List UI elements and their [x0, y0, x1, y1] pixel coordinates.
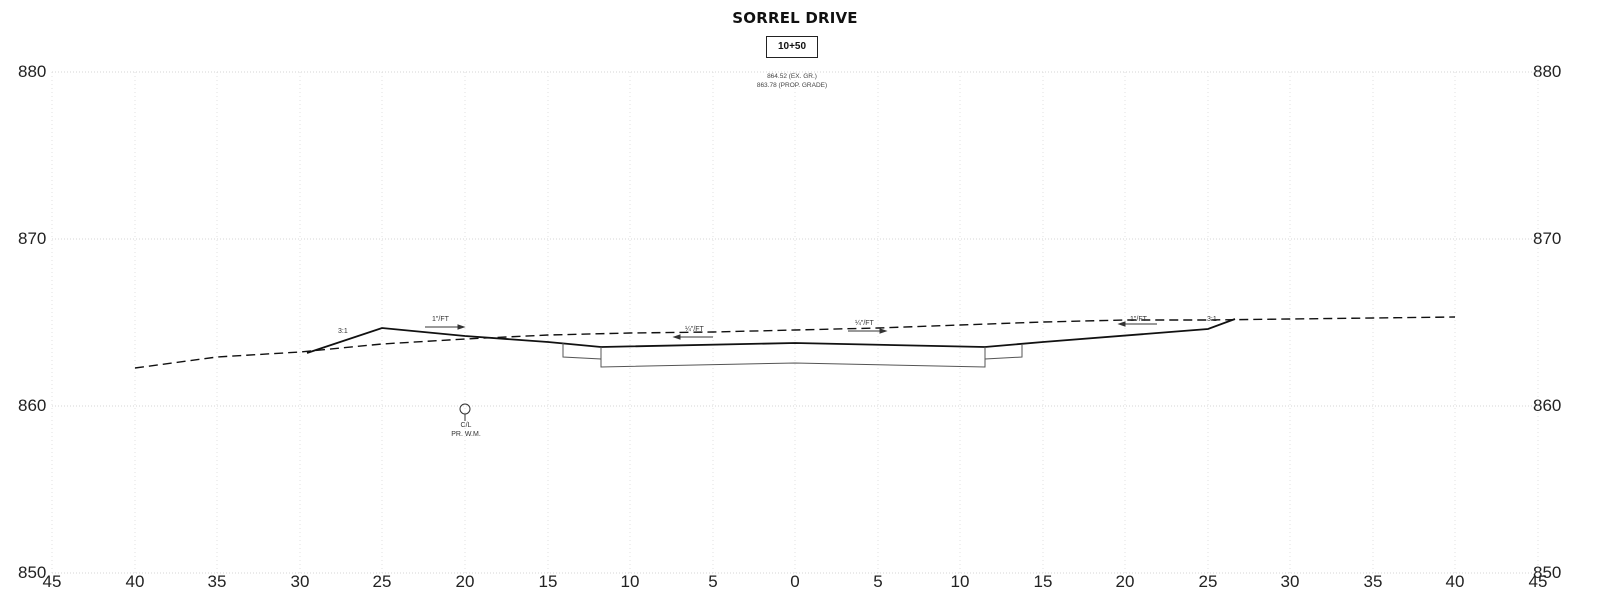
x-label: 25: [1198, 572, 1218, 591]
existing-grade-line: [134, 316, 1456, 369]
x-label: 10: [950, 572, 970, 591]
cross-slope-label: 1"/FT: [432, 316, 449, 323]
pavement-section: [562, 343, 1023, 368]
x-label: 20: [455, 572, 475, 591]
y-label-left-850: 850: [18, 563, 47, 582]
y-label-right-880: 880: [1533, 62, 1562, 81]
x-label: 30: [290, 572, 310, 591]
x-label: 0: [790, 572, 800, 591]
vertical-gridlines: [51, 72, 1539, 573]
y-label-right-860: 860: [1533, 396, 1562, 415]
x-label: 25: [372, 572, 392, 591]
horizontal-gridlines: [52, 71, 1535, 574]
y-label-left-880: 880: [18, 62, 47, 81]
y-label-left-870: 870: [18, 229, 47, 248]
y-label-right-850: 850: [1533, 563, 1562, 582]
x-label: 5: [873, 572, 883, 591]
x-label: 5: [708, 572, 718, 591]
existing-grade-elevation: 864.52 (EX. GR.): [767, 73, 817, 80]
drawing-title: SORREL DRIVE: [732, 9, 858, 27]
cross-slope-arrows: [425, 321, 1157, 340]
watermain-symbol: [459, 403, 471, 421]
watermain-sublabel: PR. W.M.: [451, 431, 481, 438]
x-label: 35: [1363, 572, 1383, 591]
y-label-left-860: 860: [18, 396, 47, 415]
proposed-grade-elevation: 863.78 (PROP. GRADE): [756, 82, 828, 89]
x-label: 15: [538, 572, 558, 591]
x-label: 20: [1115, 572, 1135, 591]
side-slope-left: 3:1: [338, 328, 348, 335]
x-label: 40: [125, 572, 145, 591]
y-label-right-870: 870: [1533, 229, 1562, 248]
station-label: 10+50: [766, 36, 818, 58]
cross-slope-label: ¼"/FT: [855, 320, 874, 327]
side-slope-right: 3:1: [1207, 316, 1217, 323]
x-label: 45: [42, 572, 62, 591]
cross-slope-label: ¼"/FT: [685, 326, 704, 333]
x-label: 30: [1280, 572, 1300, 591]
x-label: 40: [1445, 572, 1465, 591]
proposed-grade-line: [306, 318, 1236, 354]
elevation-notes: 864.52 (EX. GR.) 863.78 (PROP. GRADE): [712, 72, 872, 90]
x-label: 15: [1033, 572, 1053, 591]
x-label: 35: [207, 572, 227, 591]
x-label: 10: [620, 572, 640, 591]
cross-slope-label: 1"/FT: [1130, 316, 1147, 323]
watermain-label: C/L: [460, 422, 472, 429]
x-label: 45: [1528, 572, 1548, 591]
